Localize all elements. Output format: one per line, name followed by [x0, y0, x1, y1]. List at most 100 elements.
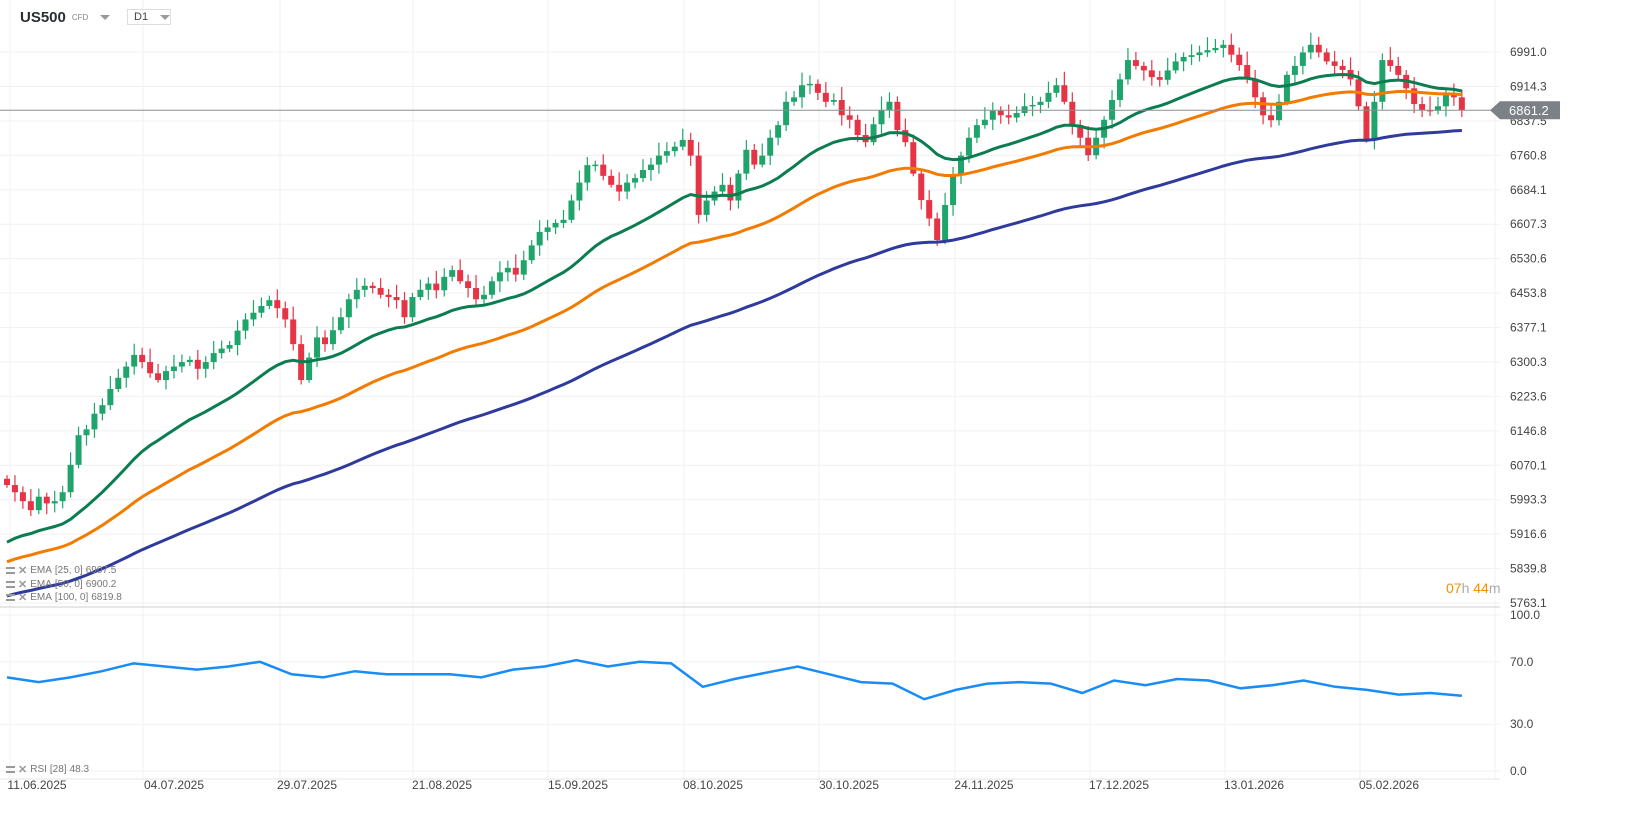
candle-down [1252, 79, 1259, 98]
menu-icon[interactable] [6, 581, 15, 588]
candle-up [767, 137, 774, 156]
candle-up [1204, 50, 1211, 53]
candle-up [449, 270, 456, 277]
candle-up [584, 165, 591, 183]
candle-up [488, 281, 495, 295]
candle-down [385, 294, 392, 298]
legend-label: EMA [30, 579, 52, 590]
candle-down [1395, 65, 1402, 75]
candle-down [687, 139, 694, 156]
candle-down [457, 270, 464, 282]
countdown-m: m [1488, 580, 1501, 596]
menu-icon[interactable] [6, 567, 15, 574]
candle-up [568, 200, 575, 220]
candle-up [210, 353, 217, 363]
x-tick-label: 13.01.2026 [1224, 778, 1284, 792]
candle-up [791, 97, 798, 102]
candle-up [1164, 70, 1171, 80]
candle-up [576, 182, 583, 201]
candle-up [504, 267, 511, 273]
candle-up [361, 285, 368, 290]
candle-up [973, 125, 980, 138]
candle-down [1061, 85, 1068, 102]
candle-down [512, 267, 519, 275]
candle-up [329, 330, 336, 345]
menu-icon[interactable] [6, 766, 15, 773]
candle-up [1283, 74, 1290, 102]
candle-up [75, 435, 82, 465]
candle-down [1005, 115, 1012, 118]
candle-up [441, 276, 448, 291]
candle-up [59, 492, 66, 502]
candle-down [727, 184, 734, 201]
candle-down [616, 184, 623, 192]
candle-down [918, 173, 925, 201]
candle-down [695, 155, 702, 215]
candle-down [282, 308, 289, 320]
close-icon[interactable]: ✕ [18, 592, 28, 604]
candle-up [1291, 65, 1298, 75]
menu-icon[interactable] [6, 594, 15, 601]
candle-up [107, 388, 114, 406]
candle-up [202, 362, 209, 369]
candle-up [1180, 56, 1187, 62]
close-icon[interactable]: ✕ [18, 764, 28, 776]
rsi-y-tick-label: 30.0 [1510, 717, 1534, 731]
candle-up [163, 371, 169, 381]
candle-down [997, 110, 1004, 116]
candle-down [608, 175, 615, 185]
candle-up [1299, 52, 1306, 66]
candle-up [989, 110, 996, 120]
candle-up [1124, 60, 1131, 80]
candle-up [1276, 101, 1282, 121]
candle-down [1156, 77, 1163, 80]
candle-up [981, 119, 988, 126]
symbol-selector[interactable]: US500 CFD [20, 9, 111, 26]
candle-up [806, 83, 813, 86]
rsi-line [6, 658, 1463, 701]
candle-down [1363, 106, 1370, 140]
countdown-minutes: 44 [1473, 580, 1489, 596]
candle-up [870, 124, 877, 143]
candle-up [1053, 85, 1060, 93]
ema-50-line [6, 89, 1463, 564]
candle-down [854, 119, 861, 136]
candle-down [1450, 95, 1457, 98]
candle-down [600, 164, 607, 176]
rsi-y-tick-label: 0.0 [1510, 764, 1527, 778]
x-tick-label: 24.11.2025 [954, 778, 1013, 792]
y-tick-label: 6300.3 [1510, 355, 1547, 369]
candle-up [1196, 52, 1203, 56]
countdown-h: h [1461, 580, 1470, 596]
candle-up [345, 299, 352, 318]
close-icon[interactable]: ✕ [18, 579, 28, 591]
candle-down [1077, 125, 1084, 138]
legend-params: [50, 0] [54, 579, 83, 590]
candle-down [926, 200, 933, 219]
x-tick-label: 15.09.2025 [548, 778, 608, 792]
candle-up [1307, 44, 1314, 53]
timeframe-select[interactable]: D1 [127, 9, 171, 25]
y-tick-label: 5763.1 [1510, 596, 1547, 610]
x-tick-label: 05.02.2026 [1359, 778, 1419, 792]
candle-up [67, 464, 74, 493]
legend-ema-100: ✕ EMA [100, 0] 6819.8 [6, 591, 122, 604]
close-icon[interactable]: ✕ [18, 565, 28, 577]
candle-up [1037, 101, 1044, 105]
candle-down [139, 354, 146, 363]
candle-down [1069, 101, 1076, 126]
candle-up [242, 319, 249, 331]
candle-down [27, 501, 34, 511]
candle-up [314, 337, 321, 358]
x-tick-label: 11.06.2025 [7, 778, 66, 792]
legend-label: EMA [30, 565, 52, 576]
candle-up [592, 164, 599, 167]
y-tick-label: 6070.1 [1510, 458, 1547, 472]
candle-down [894, 101, 901, 131]
candle-up [1172, 61, 1179, 71]
candle-down [194, 359, 201, 369]
candle-up [703, 200, 710, 215]
legend-label: EMA [30, 592, 52, 603]
candle-up [234, 330, 241, 346]
